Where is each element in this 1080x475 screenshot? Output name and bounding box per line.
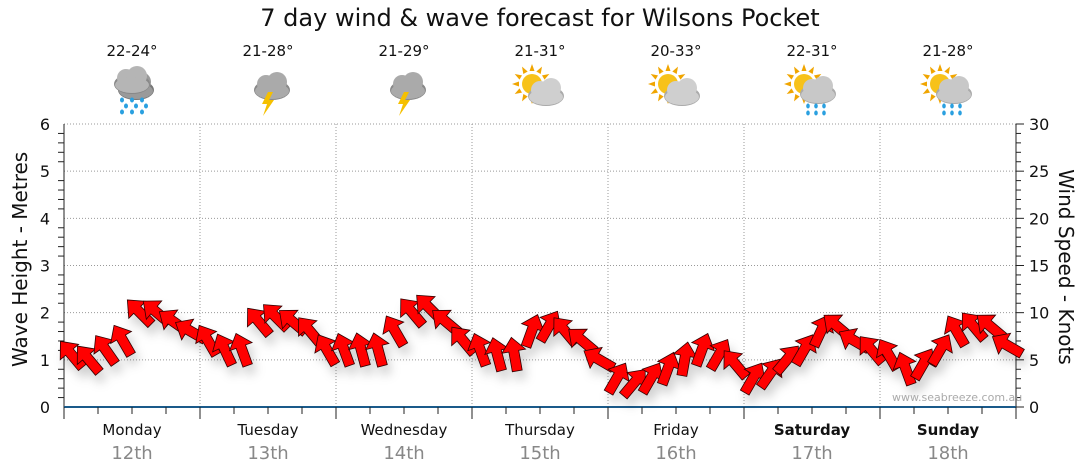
y-tick-label: 1 bbox=[40, 351, 50, 370]
date-label: 13th bbox=[247, 443, 289, 464]
y-tick-label: 2 bbox=[40, 304, 50, 323]
day-label: Monday bbox=[102, 421, 162, 439]
day-label: Thursday bbox=[505, 421, 575, 439]
y-tick-label: 5 bbox=[40, 162, 50, 181]
wind-arrow bbox=[364, 332, 390, 368]
y2-tick-label: 20 bbox=[1029, 209, 1049, 228]
y2-tick-label: 15 bbox=[1029, 257, 1049, 276]
date-label: 15th bbox=[519, 443, 561, 464]
y-tick-label: 6 bbox=[40, 115, 50, 134]
temperature-range: 22-24° bbox=[106, 42, 158, 60]
y-tick-label: 0 bbox=[40, 398, 50, 417]
date-label: 16th bbox=[655, 443, 697, 464]
y2-axis-label: Wind Speed - Knots bbox=[1054, 169, 1078, 365]
y2-tick-label: 25 bbox=[1029, 162, 1049, 181]
wind-arrow bbox=[501, 336, 527, 373]
date-label: 18th bbox=[927, 443, 969, 464]
day-label: Saturday bbox=[773, 421, 851, 439]
y-tick-label: 4 bbox=[40, 209, 50, 228]
wind-arrow bbox=[382, 315, 409, 349]
wind-arrow bbox=[603, 362, 630, 396]
temperature-range: 21-29° bbox=[378, 42, 430, 60]
wind-arrow bbox=[467, 332, 492, 368]
day-forecast-thursday: 21-31° bbox=[472, 42, 608, 118]
day-forecast-friday: 20-33° bbox=[608, 42, 744, 118]
day-label: Wednesday bbox=[360, 421, 448, 439]
y-axis-label: Wave Height - Metres bbox=[8, 151, 32, 367]
day-forecast-sunday: 21-28° bbox=[880, 42, 1016, 118]
y-tick-label: 3 bbox=[40, 257, 50, 276]
wind-arrow bbox=[228, 332, 254, 368]
wind-arrow bbox=[875, 338, 902, 373]
day-forecast-tuesday: 21-28° bbox=[200, 42, 336, 118]
y2-tick-label: 10 bbox=[1029, 304, 1049, 323]
day-forecast-wednesday: 21-29° bbox=[336, 42, 472, 118]
sun-shower-icon bbox=[744, 62, 880, 118]
wind-arrow bbox=[723, 350, 751, 381]
rain-cloud-icon bbox=[64, 62, 200, 118]
y2-tick-label: 5 bbox=[1029, 351, 1039, 370]
day-forecast-saturday: 22-31° bbox=[744, 42, 880, 118]
wind-arrow bbox=[859, 336, 887, 367]
y2-tick-label: 30 bbox=[1029, 115, 1049, 134]
wind-arrow bbox=[927, 334, 953, 368]
date-label: 17th bbox=[791, 443, 833, 464]
day-label: Sunday bbox=[916, 421, 980, 439]
thunderstorm-icon bbox=[200, 62, 336, 118]
credit-text: www.seabreeze.com.au bbox=[892, 391, 1023, 404]
partly-sunny-icon bbox=[472, 62, 608, 118]
wind-arrows bbox=[59, 294, 1025, 400]
wind-arrow bbox=[991, 332, 1025, 359]
date-label: 14th bbox=[383, 443, 425, 464]
temperature-range: 20-33° bbox=[650, 42, 702, 60]
temperature-range: 21-28° bbox=[242, 42, 294, 60]
day-forecast-monday: 22-24° bbox=[64, 42, 200, 118]
wind-arrow bbox=[314, 334, 341, 368]
temperature-range: 21-31° bbox=[514, 42, 566, 60]
chart-title: 7 day wind & wave forecast for Wilsons P… bbox=[260, 4, 820, 32]
temperature-range: 21-28° bbox=[922, 42, 974, 60]
wind-arrow bbox=[892, 351, 917, 387]
y2-tick-label: 0 bbox=[1029, 398, 1039, 417]
sun-shower-icon bbox=[880, 62, 1016, 118]
wind-arrow bbox=[910, 348, 936, 382]
day-label: Friday bbox=[653, 421, 699, 439]
wind-arrow bbox=[690, 332, 715, 368]
wind-arrow bbox=[110, 324, 136, 358]
date-label: 12th bbox=[111, 443, 153, 464]
thunderstorm-icon bbox=[336, 62, 472, 118]
temperature-range: 22-31° bbox=[786, 42, 838, 60]
day-label: Tuesday bbox=[237, 421, 299, 439]
partly-sunny-icon bbox=[608, 62, 744, 118]
wind-arrow bbox=[59, 340, 87, 372]
